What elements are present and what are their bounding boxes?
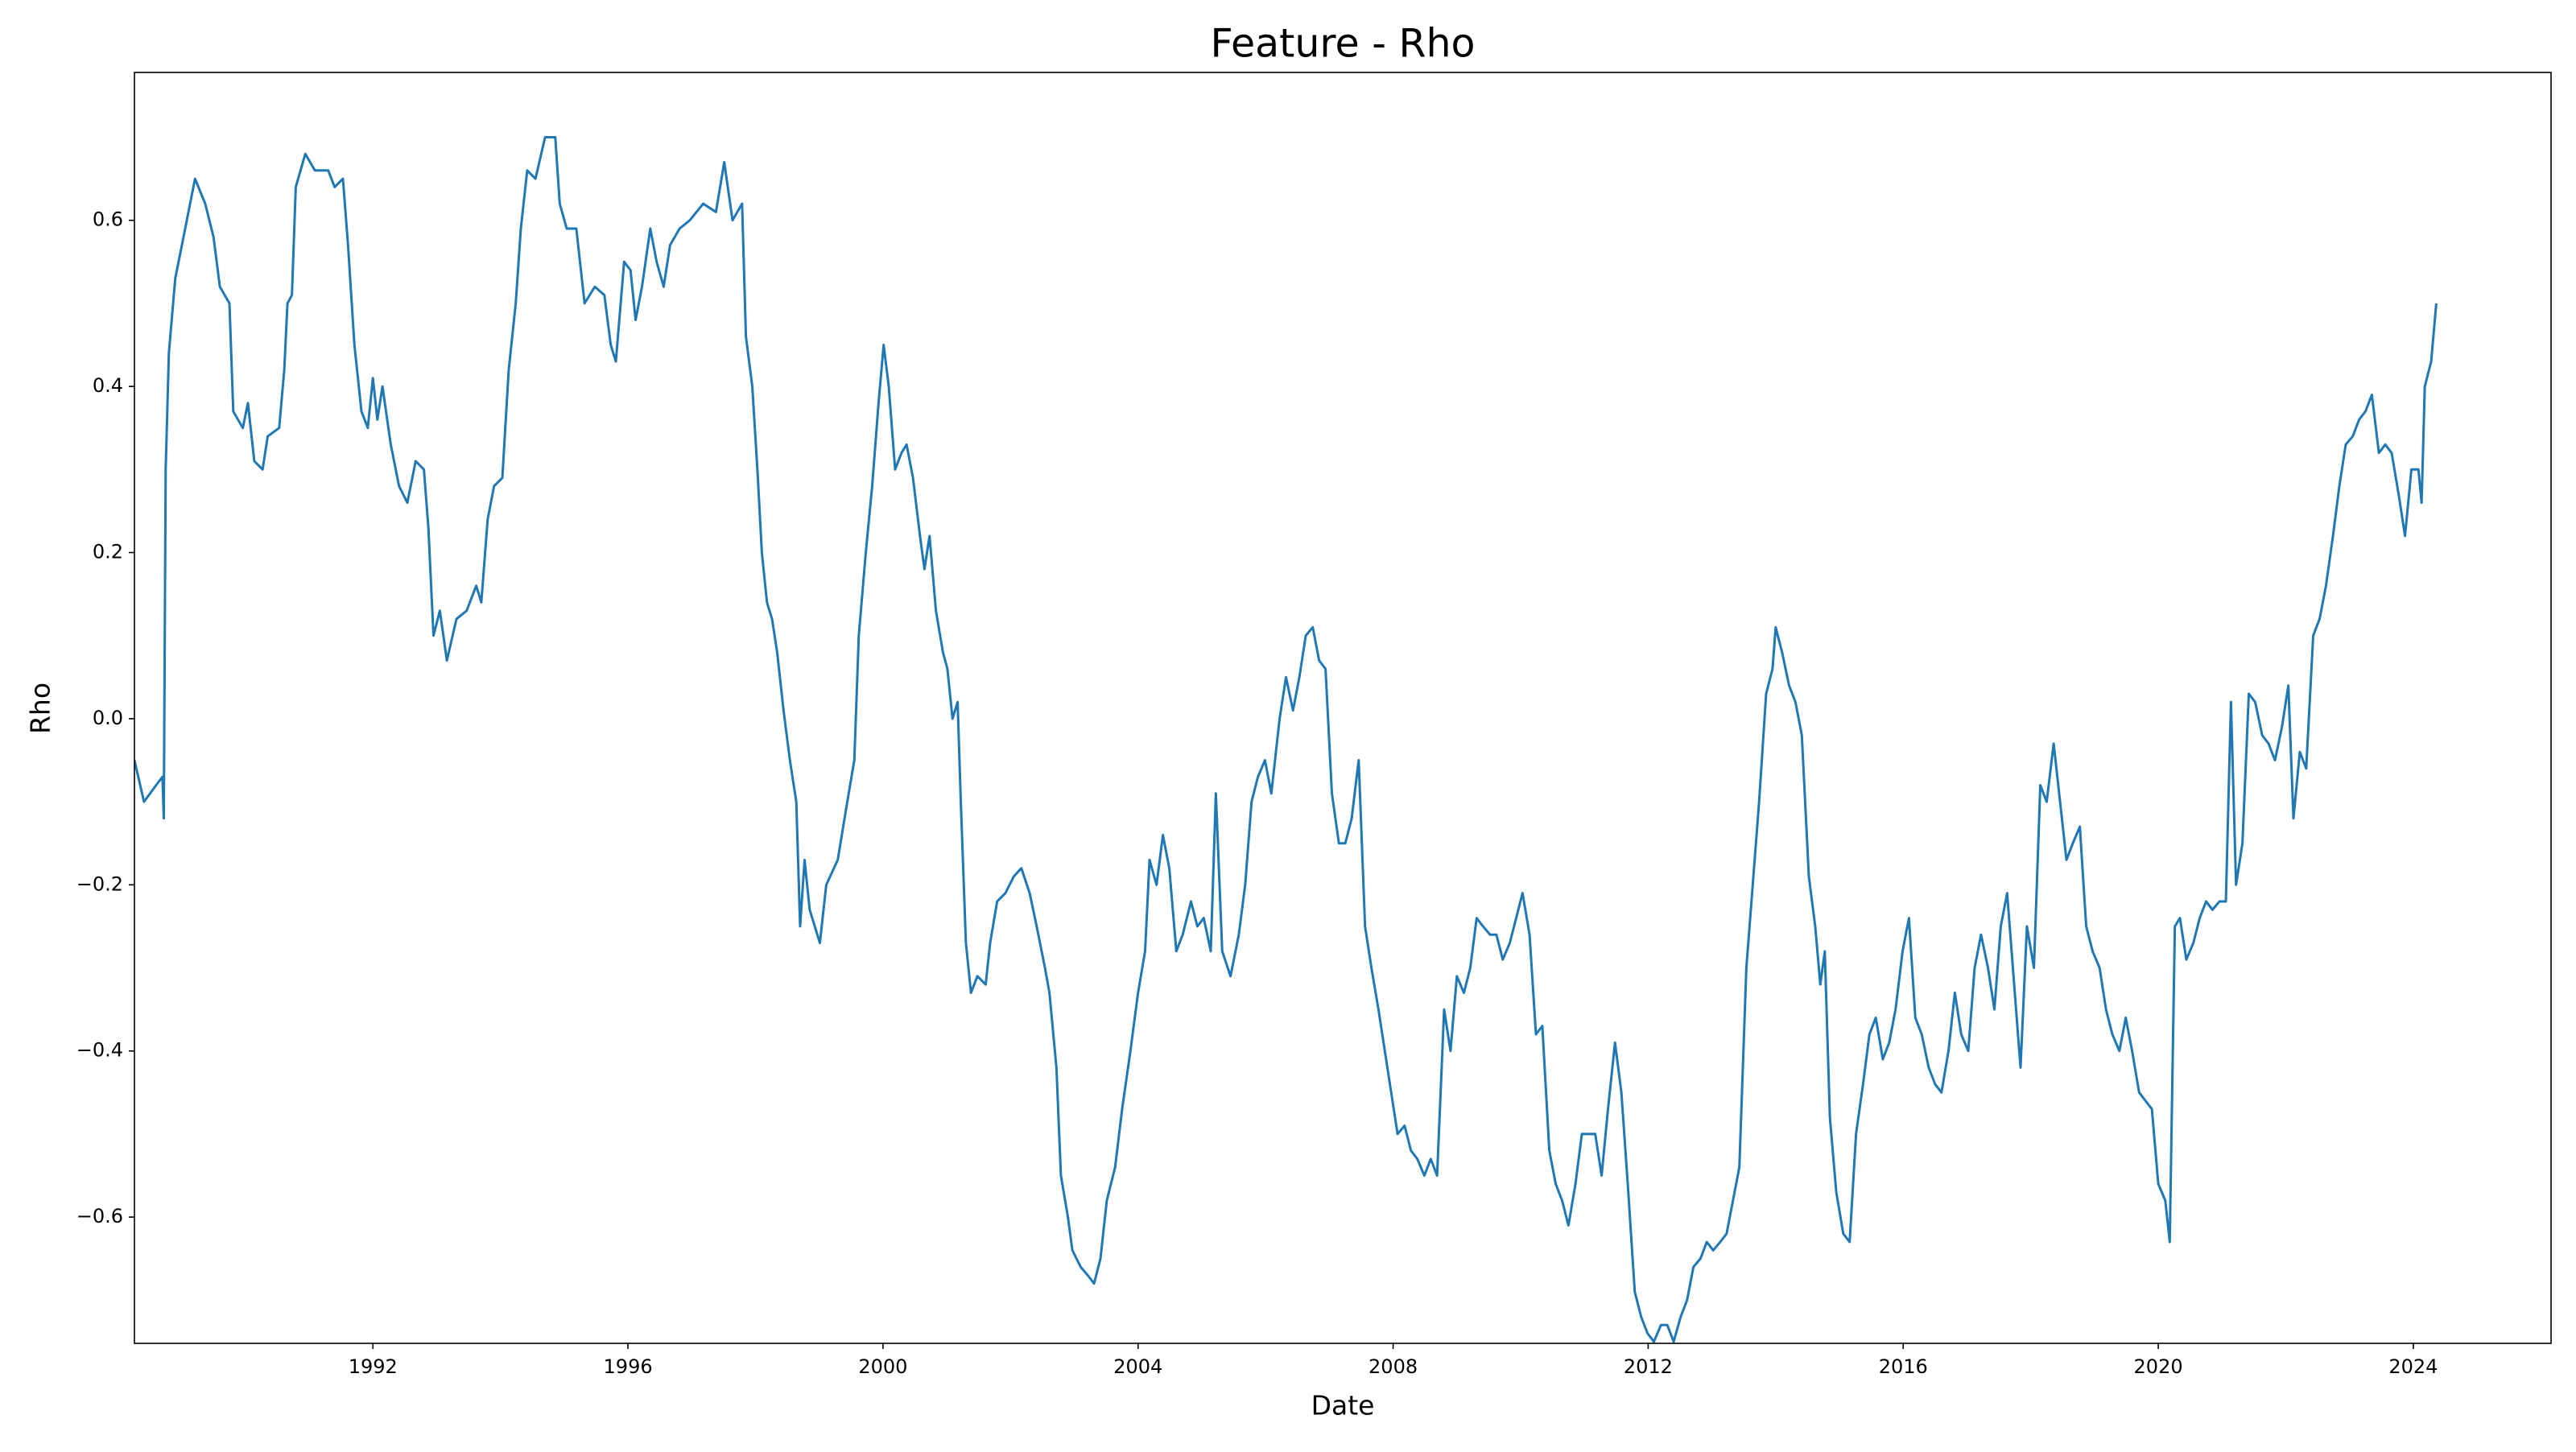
y-tick-label: −0.6: [76, 1205, 123, 1227]
x-tick-label: 1996: [604, 1355, 653, 1378]
y-tick-label: 0.6: [93, 208, 123, 231]
x-tick-label: 1992: [349, 1355, 398, 1378]
x-tick-label: 2004: [1113, 1355, 1162, 1378]
x-tick-label: 2024: [2388, 1355, 2438, 1378]
y-tick-label: 0.2: [93, 541, 123, 563]
data-line: [134, 136, 2438, 1343]
x-tick-label: 2020: [2134, 1355, 2183, 1378]
y-tick-label: −0.2: [76, 872, 123, 895]
x-axis-label: Date: [1311, 1390, 1375, 1421]
plot-frame: [134, 72, 2552, 1344]
y-tick-label: 0.0: [93, 707, 123, 729]
x-tick-label: 2000: [858, 1355, 907, 1378]
x-tick-label: 2008: [1368, 1355, 1418, 1378]
y-tick-label: −0.4: [76, 1039, 123, 1062]
chart-title: Feature - Rho: [1210, 21, 1475, 67]
x-tick-label: 2012: [1624, 1355, 1673, 1378]
y-tick-label: 0.4: [93, 374, 123, 397]
y-axis-label: Rho: [25, 683, 56, 734]
x-tick-label: 2016: [1879, 1355, 1928, 1378]
